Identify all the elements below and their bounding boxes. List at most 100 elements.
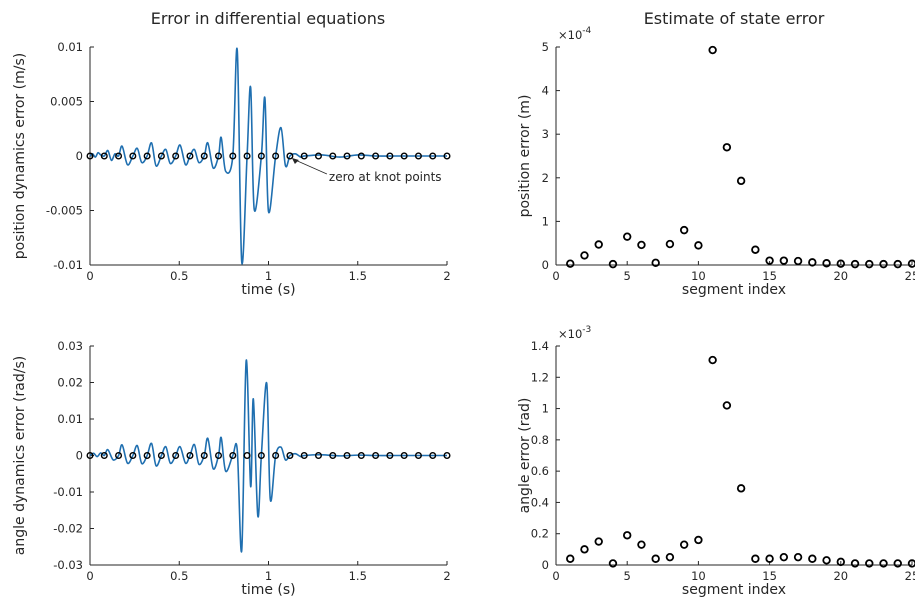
data-point [623,232,632,241]
data-point [865,559,874,568]
knot-point-marker [143,152,151,160]
data-point [879,559,888,568]
chart-panel-1: 0 0.5 1 1.5 2 -0.01 -0.005 0 0.005 0.01 time (s) po… [12,9,451,298]
knot-point-marker [186,152,194,160]
x-axis-label: time (s) [241,282,295,298]
knot-point-marker [314,452,322,460]
data-point [765,256,774,265]
y-exponent-multiplier: ×10-3 [558,325,591,341]
y-tick-label: 0.6 [531,464,549,478]
y-tick-label: 0.2 [531,527,549,541]
y-tick-label: 1 [542,214,549,228]
x-tick-label: 0.5 [170,269,188,283]
data-point [608,559,618,568]
knot-point-marker [215,152,223,160]
knot-point-marker [186,452,194,460]
data-point [665,239,675,249]
data-point [822,556,831,565]
knot-point-marker [86,452,94,460]
knot-point-marker [343,152,351,160]
data-point [779,552,789,562]
x-tick-label: 0 [86,269,93,283]
knot-point-marker [257,152,265,160]
knot-point-marker [443,152,451,160]
series-line [89,359,447,553]
x-tick-label: 20 [833,269,848,283]
x-tick-label: 1.5 [349,269,367,283]
data-point [679,225,689,235]
data-point [708,45,717,55]
data-point [566,554,575,563]
data-point [679,540,689,549]
x-tick-label: 15 [762,569,777,583]
y-tick-label: 0.005 [50,95,83,109]
y-tick-label: 0.01 [57,40,83,54]
data-point [751,245,760,254]
data-point [736,176,746,186]
knot-point-marker [286,452,294,460]
knot-point-marker [229,152,237,160]
y-tick-label: -0.005 [46,204,83,218]
knot-point-marker [300,152,308,160]
data-point [637,240,646,250]
data-point [893,259,902,269]
chart-title: Estimate of state error [644,9,825,28]
data-point [708,355,717,365]
knot-point-marker [400,452,408,460]
y-exponent-multiplier: ×10-4 [558,26,592,42]
chart-panel-3: 0 0.5 1 1.5 2 -0.03 -0.02 -0.01 0 0.01 0.02 0.03 tim… [12,339,451,598]
knot-point-marker [429,452,437,460]
x-tick-label: 0.5 [170,569,188,583]
x-tick-label: 1 [265,569,272,583]
knot-point-marker [272,452,280,460]
x-tick-label: 25 [905,569,915,583]
y-axis-label: angle dynamics error (rad/s) [12,356,28,555]
x-tick-label: 10 [691,269,706,283]
y-tick-label: 0 [76,149,83,163]
knot-point-marker [243,452,251,460]
knot-point-marker [157,452,165,460]
x-tick-label: 25 [905,269,915,283]
x-tick-label: 1 [265,269,272,283]
data-point [580,251,589,260]
y-tick-label: 1.2 [531,370,549,384]
knot-point-marker [115,452,123,460]
data-point [850,559,860,568]
data-point [850,259,860,269]
knot-point-marker [357,452,365,460]
y-axis-label: angle error (rad) [517,398,533,514]
knot-point-marker [100,452,108,460]
y-tick-label: 0.03 [57,339,83,353]
y-tick-label: 0.01 [57,412,83,426]
knot-point-marker [429,152,437,160]
data-point [793,552,803,562]
series-line [89,47,447,265]
knot-point-marker [129,152,137,160]
data-point [793,256,803,266]
y-tick-label: 1.4 [531,339,549,353]
data-point [608,259,618,269]
data-point [594,537,603,546]
knot-point-marker [115,152,123,160]
data-point [765,554,774,563]
data-point [580,545,589,554]
y-axis-label: position dynamics error (m/s) [12,53,28,259]
data-point [808,554,817,563]
chart-panel-2: 0 5 10 15 20 25 0 1 2 3 4 5 segment index position er… [517,9,915,298]
knot-point-marker [443,452,451,460]
y-tick-label: 5 [542,40,549,54]
x-axis-label: segment index [682,282,786,298]
y-tick-label: 0 [542,558,549,572]
knot-point-marker [157,152,165,160]
y-tick-label: -0.02 [53,522,83,536]
x-tick-label: 2 [443,269,450,283]
chart-panel-4: 0 5 10 15 20 25 0 0.2 0.4 0.6 0.8 1 1.2 1.4 segment in… [517,325,915,598]
y-tick-label: 0 [542,258,549,272]
knot-point-marker [357,152,365,160]
x-tick-label: 0 [552,269,559,283]
data-point [779,256,789,265]
data-point [907,259,915,268]
knot-point-marker [100,152,108,160]
knot-point-marker [200,452,208,460]
data-point [623,531,632,540]
